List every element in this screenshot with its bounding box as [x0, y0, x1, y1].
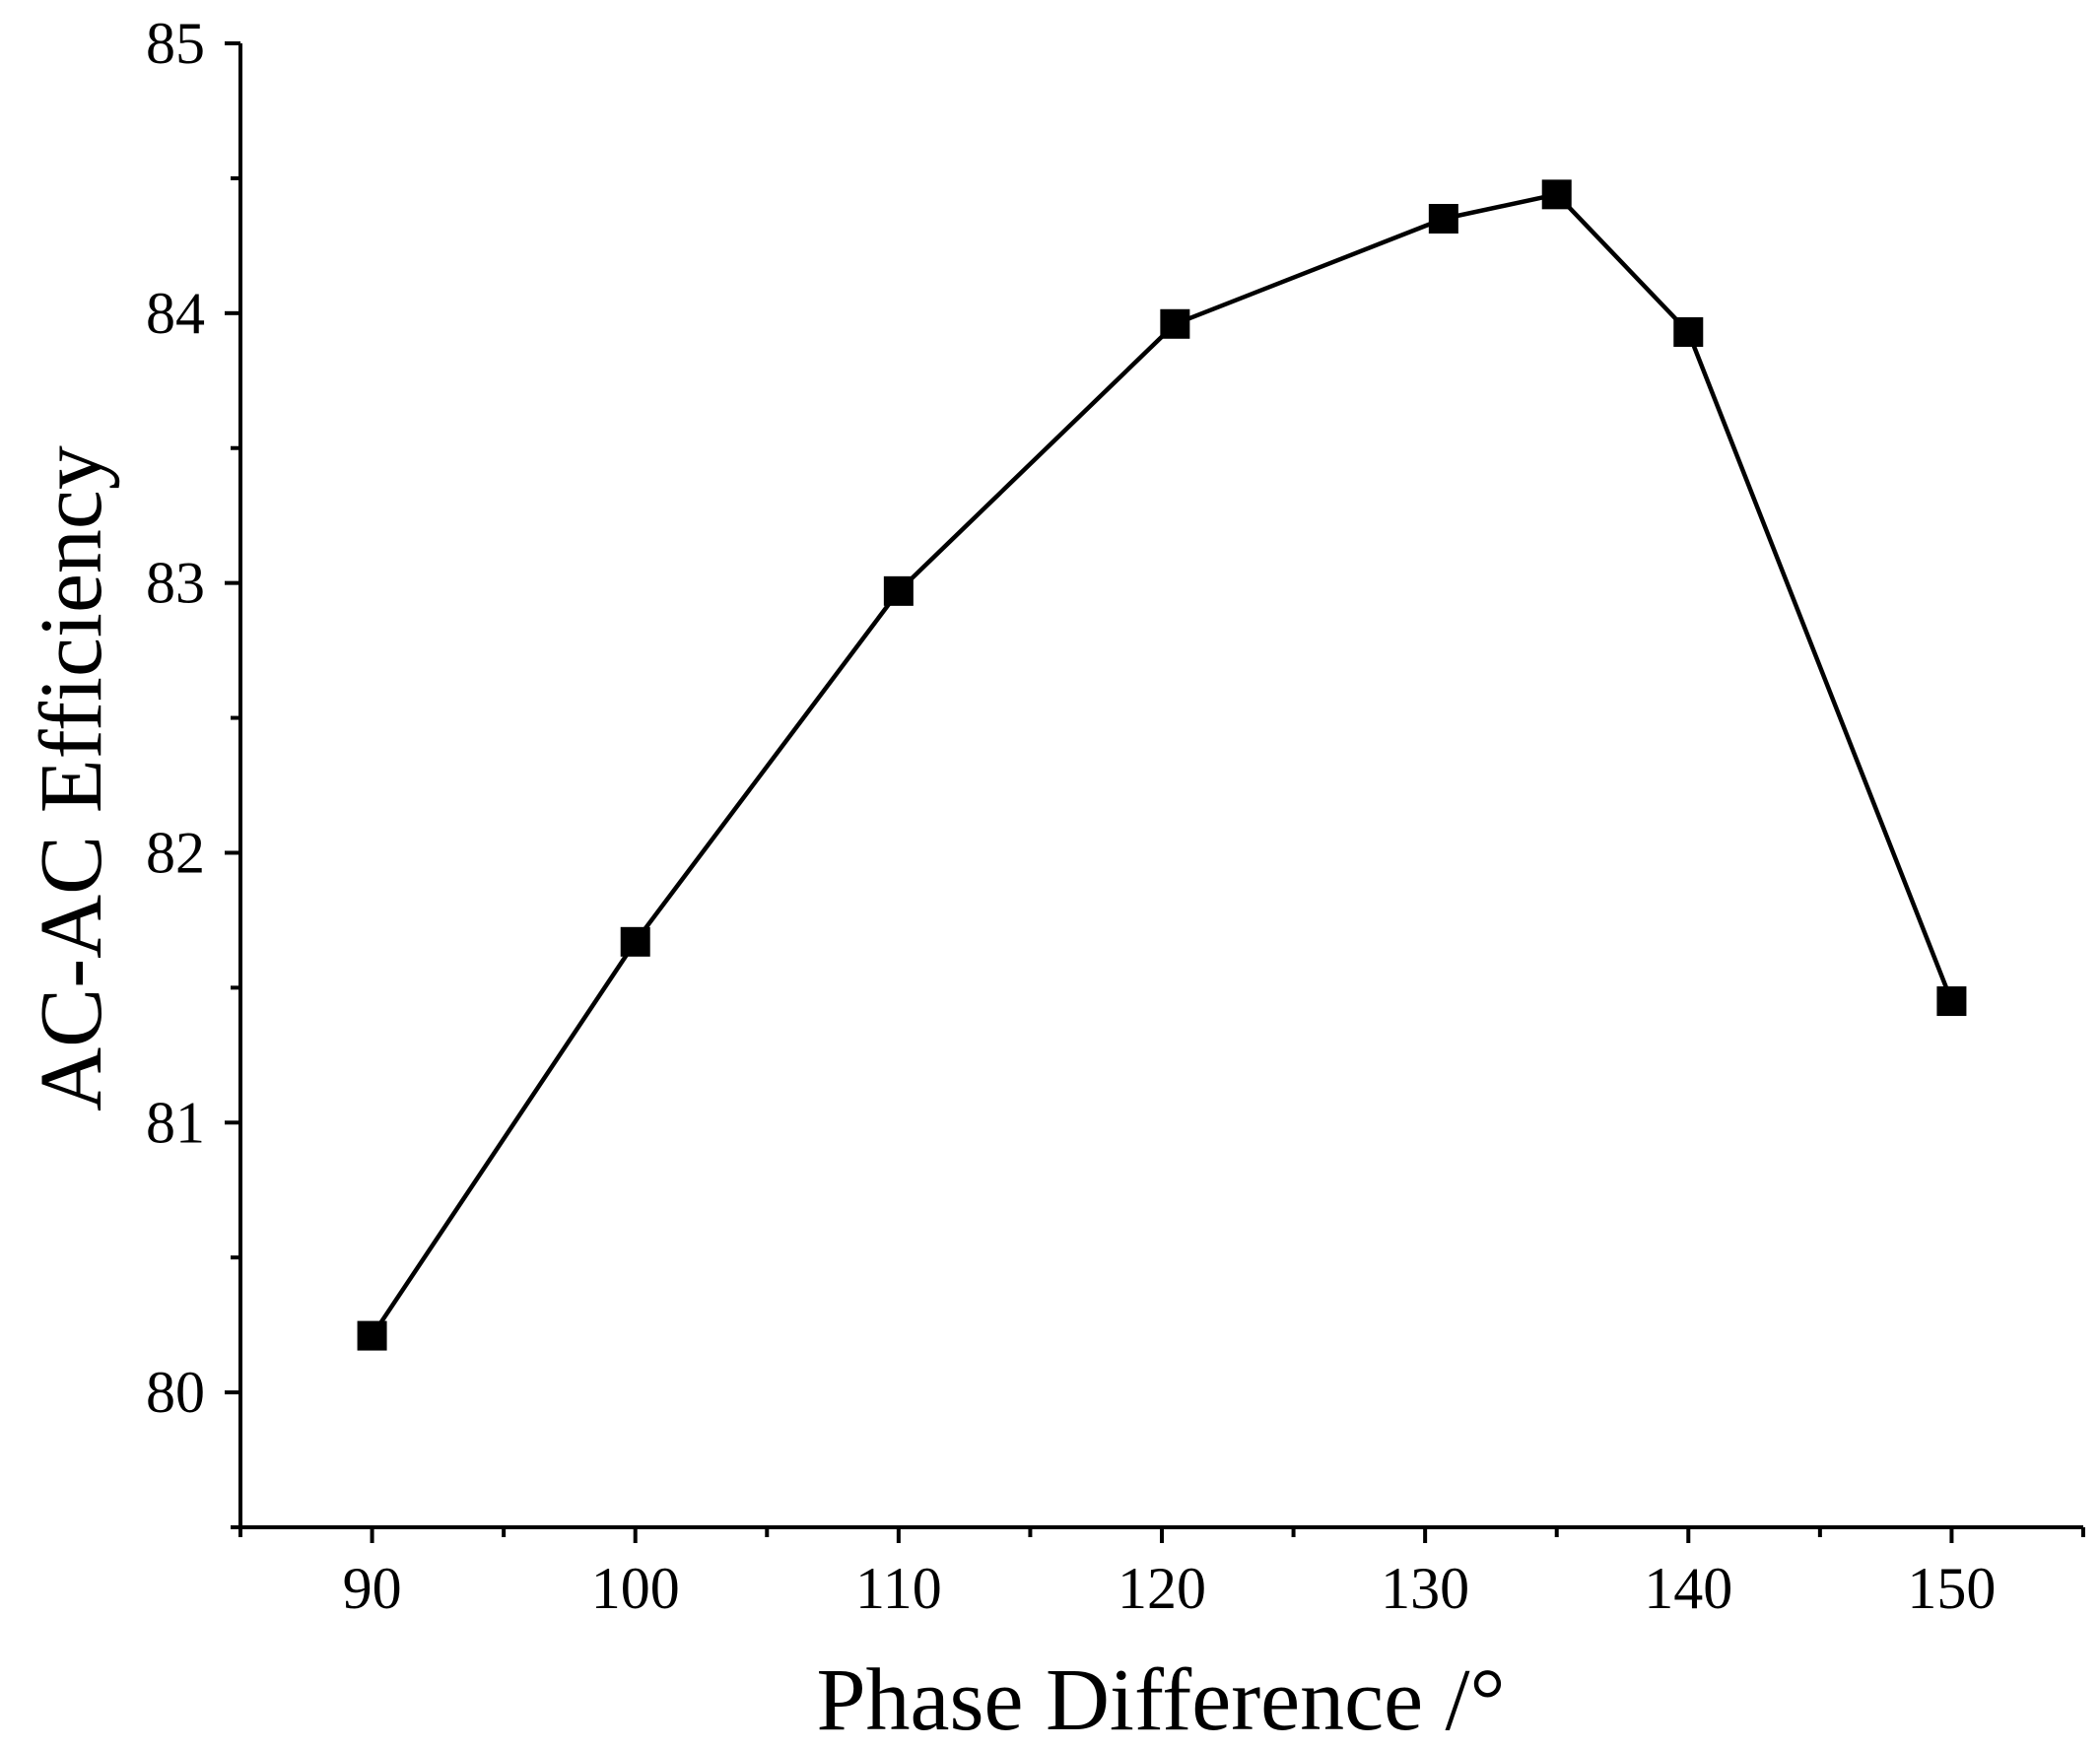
data-point-marker	[883, 575, 914, 606]
data-point-marker	[1673, 316, 1704, 347]
x-tick-label: 120	[1118, 1556, 1206, 1621]
y-tick-label: 85	[146, 11, 205, 76]
x-tick-label: 130	[1381, 1556, 1469, 1621]
x-tick-label: 110	[855, 1556, 942, 1621]
data-point-marker	[620, 926, 650, 957]
data-point-marker	[1541, 179, 1572, 210]
axes	[238, 43, 2083, 1529]
data-point-marker	[1160, 308, 1190, 339]
x-tick-label: 150	[1907, 1556, 1996, 1621]
data-point-marker	[357, 1320, 387, 1351]
y-tick-label: 80	[146, 1360, 205, 1425]
series	[357, 179, 1967, 1351]
x-tick-label: 90	[343, 1556, 402, 1621]
series-line	[370, 192, 1954, 1337]
data-point-marker	[1428, 203, 1458, 234]
tick-labels: 90 100 110 120 130 140 150 80 81 82 83 84 85	[146, 11, 1996, 1621]
y-tick-label: 81	[146, 1090, 205, 1155]
ticks	[225, 41, 2085, 1543]
data-point-marker	[1936, 986, 1967, 1017]
x-tick-label: 100	[591, 1556, 680, 1621]
y-tick-label: 84	[146, 281, 205, 346]
y-tick-label: 82	[146, 820, 205, 885]
y-axis-title: AC-AC Efficiency	[23, 445, 120, 1111]
x-tick-label: 140	[1644, 1556, 1732, 1621]
y-tick-label: 83	[146, 551, 205, 616]
x-axis-title: Phase Difference /°	[816, 1651, 1505, 1749]
